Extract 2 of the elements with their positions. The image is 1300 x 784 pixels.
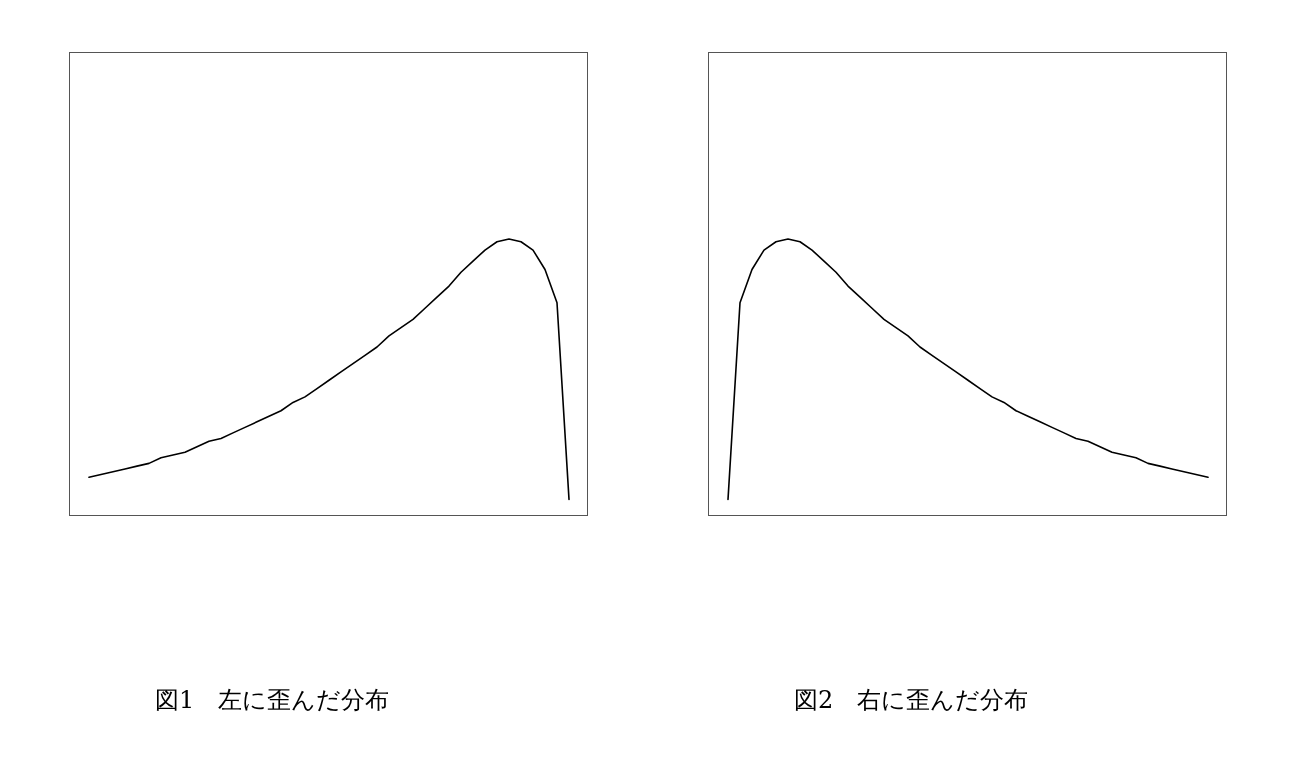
text: 図1 左に歪んだ分布 bbox=[155, 686, 390, 714]
text: 図2 右に歪んだ分布 bbox=[794, 686, 1029, 714]
